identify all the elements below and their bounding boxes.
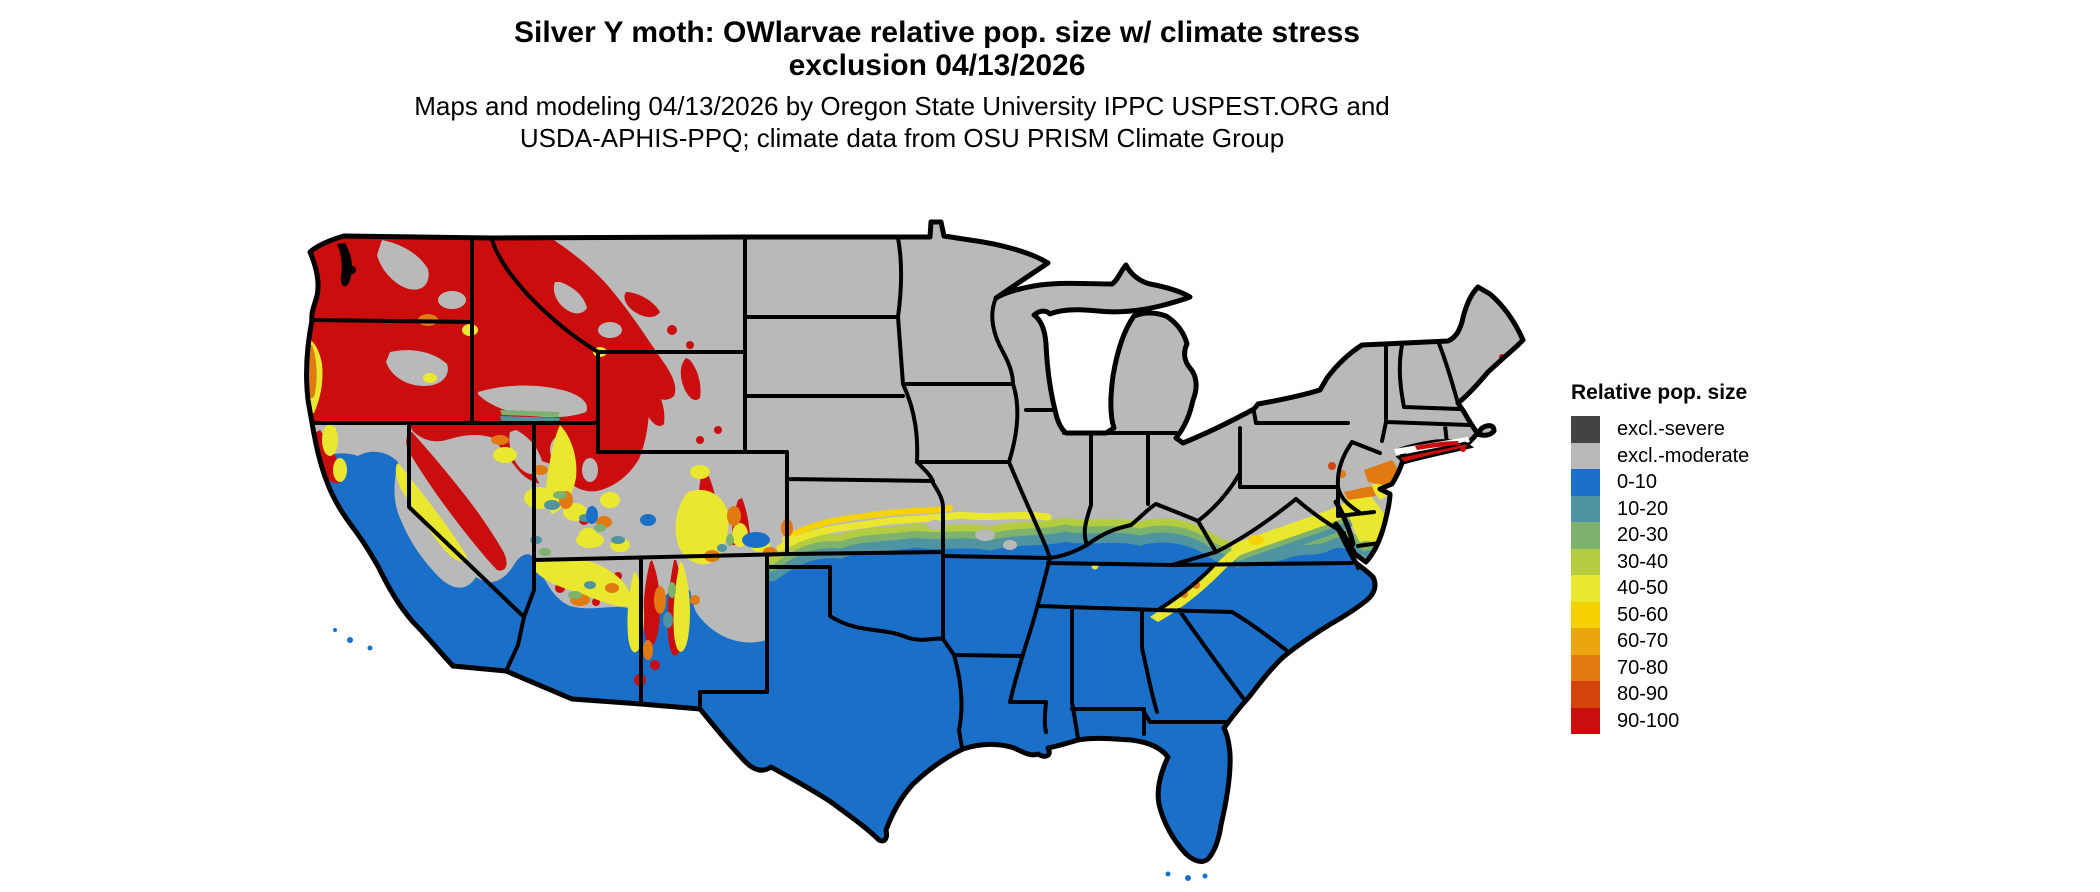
title-line-2: exclusion 04/13/2026: [788, 49, 1086, 82]
coastal-red-slivers: [1415, 441, 1466, 452]
legend-swatch-40-50: [1571, 575, 1600, 602]
page-title: Silver Y moth: OWlarvae relative pop. si…: [237, 16, 1637, 82]
legend-swatch-10-20: [1571, 495, 1600, 522]
legend-swatch-30-40: [1571, 548, 1600, 575]
legend-label: excl.-severe: [1617, 418, 1725, 441]
subtitle-line-1: Maps and modeling 04/13/2026 by Oregon S…: [414, 91, 1390, 121]
page-subtitle: Maps and modeling 04/13/2026 by Oregon S…: [202, 90, 1602, 154]
title-line-1: Silver Y moth: OWlarvae relative pop. si…: [514, 16, 1360, 49]
legend-label: 50-60: [1617, 603, 1669, 626]
legend-row: 20-30: [1571, 522, 1749, 549]
legend-row: 90-100: [1571, 707, 1749, 734]
legend-swatch-excl-moderate: [1571, 442, 1600, 469]
legend-swatch-70-80: [1571, 654, 1600, 681]
legend-label: 10-20: [1617, 497, 1669, 520]
long-island: [1395, 441, 1475, 465]
legend-swatch-60-70: [1571, 628, 1600, 655]
legend-label: 40-50: [1617, 577, 1669, 600]
legend-label: 20-30: [1617, 524, 1669, 547]
legend-row: 30-40: [1571, 548, 1749, 575]
legend-row: excl.-moderate: [1571, 442, 1750, 469]
florida-keys-and-islands: [333, 628, 1208, 881]
teal-green-specks: [500, 410, 770, 628]
legend-items: excl.-severe excl.-moderate 0-10 10-20 2…: [1571, 416, 1749, 734]
legend-swatch-80-90: [1571, 681, 1600, 708]
region-northwest-red: [306, 234, 676, 492]
legend-row: 0-10: [1571, 469, 1749, 496]
legend-label: 80-90: [1617, 683, 1669, 706]
legend-row: 70-80: [1571, 654, 1749, 681]
legend-swatch-excl-severe: [1571, 416, 1600, 443]
legend-row: 80-90: [1571, 681, 1749, 708]
state-borders: [311, 236, 1471, 750]
legend-label: 30-40: [1617, 550, 1669, 573]
legend-label: excl.-moderate: [1617, 444, 1750, 467]
legend-label: 0-10: [1617, 471, 1658, 494]
legend-swatch-0-10: [1571, 469, 1600, 496]
legend-row: 10-20: [1571, 495, 1749, 522]
legend-swatch-90-100: [1571, 707, 1600, 734]
legend-row: excl.-severe: [1571, 416, 1749, 443]
legend-swatch-50-60: [1571, 601, 1600, 628]
legend-row: 60-70: [1571, 628, 1749, 655]
legend-label: 70-80: [1617, 656, 1669, 679]
legend-label: 60-70: [1617, 630, 1669, 653]
legend: Relative pop. size excl.-severe excl.-mo…: [1571, 381, 1749, 734]
legend-title: Relative pop. size: [1571, 381, 1748, 404]
legend-row: 50-60: [1571, 601, 1749, 628]
legend-label: 90-100: [1617, 709, 1680, 732]
legend-row: 40-50: [1571, 575, 1749, 602]
legend-swatch-20-30: [1571, 522, 1600, 549]
subtitle-line-2: USDA-APHIS-PPQ; climate data from OSU PR…: [519, 123, 1285, 153]
us-outline: [304, 219, 1526, 864]
